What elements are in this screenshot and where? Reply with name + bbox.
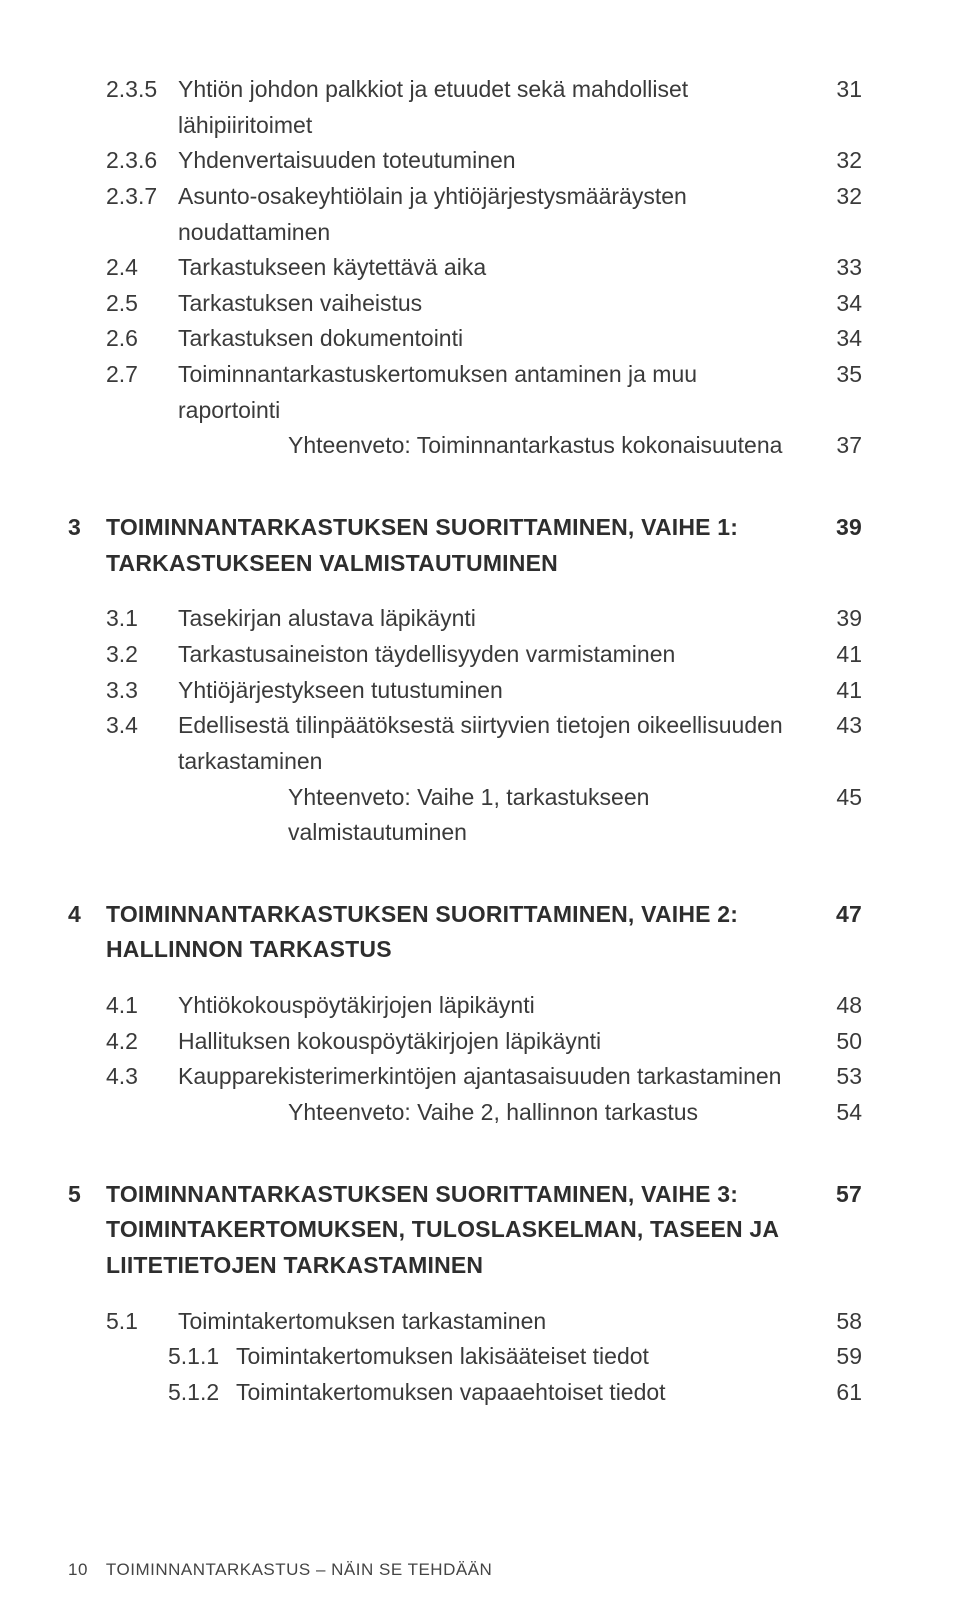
toc-row: 3.4Edellisestä tilinpäätöksestä siirtyvi… bbox=[68, 708, 862, 779]
toc-page: 48 bbox=[814, 988, 862, 1024]
toc-page: 47 bbox=[814, 897, 862, 933]
toc-page: 50 bbox=[814, 1024, 862, 1060]
toc-title: Yhteenveto: Vaihe 2, hallinnon tarkastus bbox=[178, 1095, 814, 1131]
toc-number: 2.5 bbox=[68, 286, 178, 322]
toc-gap bbox=[68, 464, 862, 510]
toc-chapter-row: 5TOIMINNANTARKASTUKSEN SUORITTAMINEN, VA… bbox=[68, 1177, 862, 1284]
toc-number: 3.4 bbox=[68, 708, 178, 744]
toc-title: Yhtiökokouspöytäkirjojen läpikäynti bbox=[178, 988, 814, 1024]
toc-gap bbox=[68, 581, 862, 601]
toc-title: TOIMINNANTARKASTUKSEN SUORITTAMINEN, VAI… bbox=[106, 897, 814, 968]
toc-number: 4.2 bbox=[68, 1024, 178, 1060]
toc-page: 32 bbox=[814, 143, 862, 179]
toc-row: Yhteenveto: Vaihe 2, hallinnon tarkastus… bbox=[68, 1095, 862, 1131]
toc-page: 31 bbox=[814, 72, 862, 108]
toc-row: 2.3.5Yhtiön johdon palkkiot ja etuudet s… bbox=[68, 72, 862, 143]
toc-page: 43 bbox=[814, 708, 862, 744]
toc-title: Toimintakertomuksen lakisääteiset tiedot bbox=[236, 1339, 814, 1375]
toc-row: 5.1Toimintakertomuksen tarkastaminen58 bbox=[68, 1304, 862, 1340]
toc-page: 58 bbox=[814, 1304, 862, 1340]
toc-page: 54 bbox=[814, 1095, 862, 1131]
toc-chapter-row: 3TOIMINNANTARKASTUKSEN SUORITTAMINEN, VA… bbox=[68, 510, 862, 581]
toc-page: 59 bbox=[814, 1339, 862, 1375]
toc-number: 2.3.6 bbox=[68, 143, 178, 179]
toc-row: 2.6Tarkastuksen dokumentointi34 bbox=[68, 321, 862, 357]
table-of-contents: 2.3.5Yhtiön johdon palkkiot ja etuudet s… bbox=[68, 72, 862, 1411]
toc-page: 61 bbox=[814, 1375, 862, 1411]
toc-number: 5 bbox=[68, 1177, 106, 1213]
toc-gap bbox=[68, 1131, 862, 1177]
toc-page: 32 bbox=[814, 179, 862, 215]
toc-gap bbox=[68, 851, 862, 897]
toc-title: Yhteenveto: Toiminnantarkastus kokonaisu… bbox=[178, 428, 814, 464]
toc-row: Yhteenveto: Vaihe 1, tarkastukseen valmi… bbox=[68, 780, 862, 851]
toc-row: 5.1.1Toimintakertomuksen lakisääteiset t… bbox=[68, 1339, 862, 1375]
toc-title: Yhtiöjärjestykseen tutustuminen bbox=[178, 673, 814, 709]
toc-row: 2.4Tarkastukseen käytettävä aika33 bbox=[68, 250, 862, 286]
toc-title: Toimintakertomuksen tarkastaminen bbox=[178, 1304, 814, 1340]
toc-page: 39 bbox=[814, 601, 862, 637]
toc-title: Kaupparekisterimerkintöjen ajantasaisuud… bbox=[178, 1059, 814, 1095]
toc-number: 2.3.7 bbox=[68, 179, 178, 215]
toc-page: 37 bbox=[814, 428, 862, 464]
toc-number: 4.1 bbox=[68, 988, 178, 1024]
toc-row: 3.3Yhtiöjärjestykseen tutustuminen41 bbox=[68, 673, 862, 709]
toc-number: 2.6 bbox=[68, 321, 178, 357]
toc-page: 33 bbox=[814, 250, 862, 286]
toc-page: 34 bbox=[814, 321, 862, 357]
toc-gap bbox=[68, 1284, 862, 1304]
toc-number: 2.3.5 bbox=[68, 72, 178, 108]
toc-title: Yhtiön johdon palkkiot ja etuudet sekä m… bbox=[178, 72, 814, 143]
toc-title: Yhdenvertaisuuden toteutuminen bbox=[178, 143, 814, 179]
toc-page: 35 bbox=[814, 357, 862, 393]
toc-row: 2.7Toiminnantarkastuskertomuksen antamin… bbox=[68, 357, 862, 428]
footer-running-title: TOIMINNANTARKASTUS – NÄIN SE TEHDÄÄN bbox=[106, 1560, 492, 1579]
toc-number: 4.3 bbox=[68, 1059, 178, 1095]
toc-row: 3.1Tasekirjan alustava läpikäynti39 bbox=[68, 601, 862, 637]
toc-page: 41 bbox=[814, 637, 862, 673]
toc-number: 3.3 bbox=[68, 673, 178, 709]
toc-number: 3 bbox=[68, 510, 106, 546]
toc-number: 5.1 bbox=[68, 1304, 178, 1340]
toc-number: 2.4 bbox=[68, 250, 178, 286]
toc-page: 41 bbox=[814, 673, 862, 709]
footer-page-number: 10 bbox=[68, 1560, 88, 1579]
toc-row: 5.1.2Toimintakertomuksen vapaaehtoiset t… bbox=[68, 1375, 862, 1411]
toc-number: 3.2 bbox=[68, 637, 178, 673]
toc-row: 2.5Tarkastuksen vaiheistus34 bbox=[68, 286, 862, 322]
toc-title: TOIMINNANTARKASTUKSEN SUORITTAMINEN, VAI… bbox=[106, 510, 814, 581]
toc-row: 2.3.6Yhdenvertaisuuden toteutuminen32 bbox=[68, 143, 862, 179]
toc-page: 53 bbox=[814, 1059, 862, 1095]
toc-row: Yhteenveto: Toiminnantarkastus kokonaisu… bbox=[68, 428, 862, 464]
toc-row: 4.3Kaupparekisterimerkintöjen ajantasais… bbox=[68, 1059, 862, 1095]
toc-row: 4.1Yhtiökokouspöytäkirjojen läpikäynti48 bbox=[68, 988, 862, 1024]
toc-title: Hallituksen kokouspöytäkirjojen läpikäyn… bbox=[178, 1024, 814, 1060]
toc-number: 4 bbox=[68, 897, 106, 933]
toc-title: Tarkastuksen dokumentointi bbox=[178, 321, 814, 357]
toc-title: Asunto-osakeyhtiölain ja yhtiöjärjestys­… bbox=[178, 179, 814, 250]
toc-number: 3.1 bbox=[68, 601, 178, 637]
page-footer: 10 TOIMINNANTARKASTUS – NÄIN SE TEHDÄÄN bbox=[68, 1560, 492, 1580]
toc-number: 2.7 bbox=[68, 357, 178, 393]
toc-page: 39 bbox=[814, 510, 862, 546]
toc-title: Toiminnantarkastuskertomuksen antaminen … bbox=[178, 357, 814, 428]
toc-gap bbox=[68, 968, 862, 988]
toc-number: 5.1.2 bbox=[68, 1375, 236, 1411]
toc-title: Edellisestä tilinpäätöksestä siirtyvien … bbox=[178, 708, 814, 779]
toc-page: 34 bbox=[814, 286, 862, 322]
toc-title: Yhteenveto: Vaihe 1, tarkastukseen valmi… bbox=[178, 780, 814, 851]
toc-row: 3.2Tarkastusaineiston täydellisyyden var… bbox=[68, 637, 862, 673]
toc-page: 57 bbox=[814, 1177, 862, 1213]
toc-title: Tarkastusaineiston täydellisyyden varmis… bbox=[178, 637, 814, 673]
toc-number: 5.1.1 bbox=[68, 1339, 236, 1375]
toc-title: Tarkastuksen vaiheistus bbox=[178, 286, 814, 322]
toc-page: 45 bbox=[814, 780, 862, 816]
toc-title: Tarkastukseen käytettävä aika bbox=[178, 250, 814, 286]
toc-title: Toimintakertomuksen vapaaehtoiset tiedot bbox=[236, 1375, 814, 1411]
toc-row: 4.2Hallituksen kokouspöytäkirjojen läpik… bbox=[68, 1024, 862, 1060]
toc-title: Tasekirjan alustava läpikäynti bbox=[178, 601, 814, 637]
toc-row: 2.3.7Asunto-osakeyhtiölain ja yhtiöjärje… bbox=[68, 179, 862, 250]
toc-title: TOIMINNANTARKASTUKSEN SUORITTAMINEN, VAI… bbox=[106, 1177, 814, 1284]
toc-chapter-row: 4TOIMINNANTARKASTUKSEN SUORITTAMINEN, VA… bbox=[68, 897, 862, 968]
